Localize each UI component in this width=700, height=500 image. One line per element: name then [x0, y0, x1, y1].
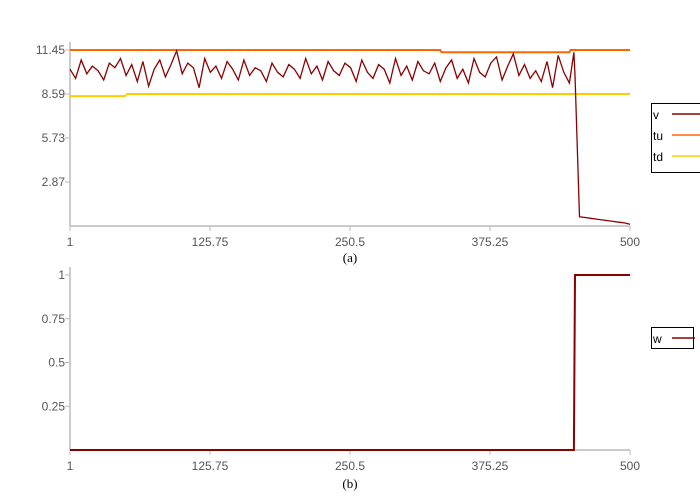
legend-label: tu	[653, 129, 663, 143]
series-line-tu	[70, 49, 630, 54]
x-tick-label: 1	[67, 235, 74, 249]
x-tick-label: 125.75	[192, 459, 229, 473]
legend-label: td	[653, 150, 663, 164]
y-tick-label: 0.25	[42, 399, 66, 413]
legend: w	[651, 327, 695, 349]
y-tick-label: 11.45	[36, 43, 65, 57]
legend: v tu td	[651, 103, 700, 173]
x-tick-label: 500	[620, 459, 640, 473]
series-line-td	[70, 93, 630, 98]
x-tick-label: 250.5	[335, 235, 365, 249]
x-tick-label: 1	[67, 459, 74, 473]
series-line-w	[70, 274, 630, 451]
y-tick-label: 5.73	[42, 131, 66, 145]
plot-b: 1 125.75 250.5 375.25 500 0.25 0.5 0.75 1 (b) w	[42, 267, 695, 491]
plot-a: 1 125.75 250.5 375.25 500 2.87 5.73 8.59 11.45 (a…	[36, 42, 700, 265]
x-tick-label: 125.75	[192, 235, 229, 249]
x-tick-label: 375.25	[472, 235, 509, 249]
series-line-v	[69, 48, 631, 225]
panel-caption: (a)	[343, 250, 357, 265]
y-tick-label: 1	[58, 268, 65, 282]
panel-caption: (b)	[342, 476, 357, 491]
x-tick-label: 500	[620, 235, 640, 249]
x-tick-label: 250.5	[335, 459, 365, 473]
y-tick-label: 8.59	[42, 87, 66, 101]
legend-label: v	[653, 108, 659, 122]
legend-box	[651, 103, 700, 173]
y-tick-label: 0.75	[42, 312, 66, 326]
y-tick-label: 0.5	[48, 356, 65, 370]
y-tick-label: 2.87	[42, 175, 66, 189]
x-tick-label: 375.25	[472, 459, 509, 473]
legend-label: w	[652, 332, 662, 346]
